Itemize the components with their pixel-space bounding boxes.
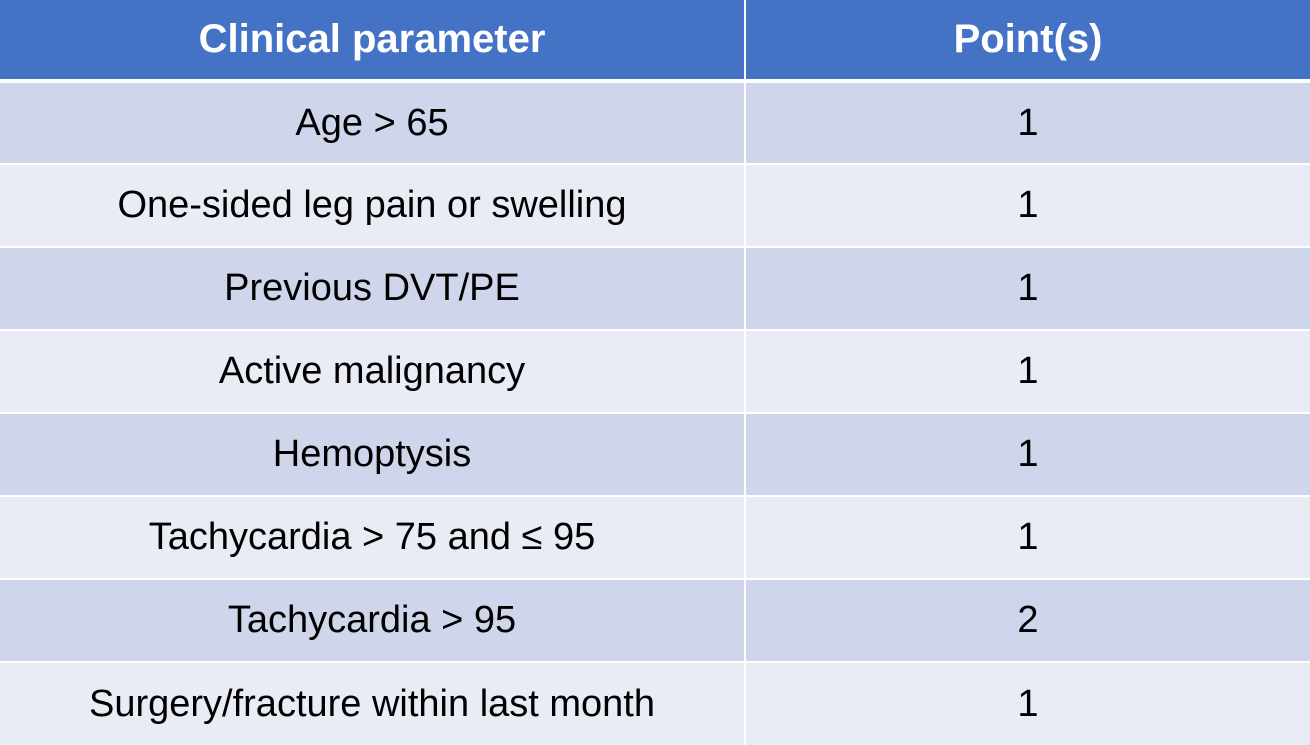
parameter-cell: Previous DVT/PE [0, 247, 746, 331]
table-row: Hemoptysis 1 [0, 413, 1310, 497]
table-row: Surgery/fracture within last month 1 [0, 662, 1310, 745]
table-body: Age > 65 1 One-sided leg pain or swellin… [0, 81, 1310, 745]
points-cell: 1 [745, 662, 1310, 745]
header-clinical-parameter: Clinical parameter [0, 0, 746, 83]
parameter-cell: Active malignancy [0, 330, 746, 414]
points-cell: 1 [745, 413, 1310, 497]
table-header: Clinical parameter Point(s) [0, 0, 1310, 83]
parameter-cell: Tachycardia > 75 and ≤ 95 [0, 496, 746, 580]
table-row: Tachycardia > 75 and ≤ 95 1 [0, 496, 1310, 580]
points-cell: 1 [745, 247, 1310, 331]
table-row: Active malignancy 1 [0, 330, 1310, 414]
table-row: Tachycardia > 95 2 [0, 579, 1310, 663]
points-cell: 1 [745, 164, 1310, 248]
table-row: Previous DVT/PE 1 [0, 247, 1310, 331]
parameter-cell: Age > 65 [0, 81, 746, 165]
header-points: Point(s) [745, 0, 1310, 83]
table-row: Age > 65 1 [0, 81, 1310, 165]
points-cell: 1 [745, 330, 1310, 414]
parameter-cell: One-sided leg pain or swelling [0, 164, 746, 248]
parameter-cell: Surgery/fracture within last month [0, 662, 746, 745]
points-cell: 1 [745, 496, 1310, 580]
header-row: Clinical parameter Point(s) [0, 0, 1310, 83]
points-cell: 1 [745, 81, 1310, 165]
table-row: One-sided leg pain or swelling 1 [0, 164, 1310, 248]
parameter-cell: Tachycardia > 95 [0, 579, 746, 663]
parameter-cell: Hemoptysis [0, 413, 746, 497]
points-cell: 2 [745, 579, 1310, 663]
